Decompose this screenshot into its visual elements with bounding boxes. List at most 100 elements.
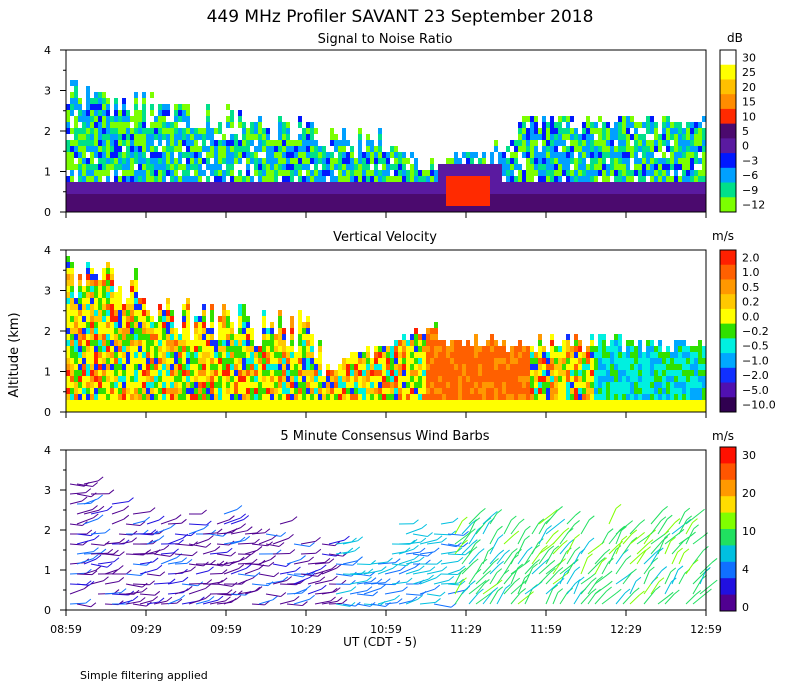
field-cell bbox=[118, 152, 122, 158]
field-cell bbox=[470, 382, 474, 388]
field-cell bbox=[114, 376, 118, 382]
field-cell bbox=[186, 304, 190, 310]
field-cell bbox=[590, 376, 594, 382]
field-cell bbox=[598, 382, 602, 388]
field-cell bbox=[134, 358, 138, 364]
field-cell bbox=[370, 376, 374, 382]
field-cell bbox=[698, 194, 702, 200]
field-cell bbox=[586, 406, 590, 412]
field-cell bbox=[226, 358, 230, 364]
field-cell bbox=[86, 376, 90, 382]
field-cell bbox=[466, 158, 470, 164]
field-cell bbox=[410, 382, 414, 388]
field-cell bbox=[66, 182, 70, 188]
field-cell bbox=[338, 406, 342, 412]
field-cell bbox=[222, 200, 226, 206]
field-cell bbox=[670, 140, 674, 146]
field-cell bbox=[502, 164, 506, 170]
field-cell bbox=[478, 364, 482, 370]
field-cell bbox=[130, 340, 134, 346]
field-cell bbox=[198, 394, 202, 400]
field-cell bbox=[530, 206, 534, 212]
field-cell bbox=[154, 188, 158, 194]
field-cell bbox=[74, 376, 78, 382]
field-cell bbox=[682, 194, 686, 200]
field-cell bbox=[306, 358, 310, 364]
field-cell bbox=[106, 122, 110, 128]
field-cell bbox=[406, 394, 410, 400]
field-cell bbox=[294, 164, 298, 170]
field-cell bbox=[234, 334, 238, 340]
field-cell bbox=[610, 394, 614, 400]
field-cell bbox=[230, 322, 234, 328]
field-cell bbox=[90, 304, 94, 310]
field-cell bbox=[286, 152, 290, 158]
field-cell bbox=[370, 170, 374, 176]
field-cell bbox=[222, 146, 226, 152]
field-cell bbox=[598, 206, 602, 212]
field-cell bbox=[242, 164, 246, 170]
field-cell bbox=[598, 134, 602, 140]
field-cell bbox=[102, 104, 106, 110]
field-cell bbox=[118, 140, 122, 146]
field-cell bbox=[666, 194, 670, 200]
field-cell bbox=[70, 394, 74, 400]
field-cell bbox=[322, 388, 326, 394]
field-cell bbox=[82, 388, 86, 394]
field-cell bbox=[646, 200, 650, 206]
field-cell bbox=[598, 394, 602, 400]
field-cell bbox=[590, 358, 594, 364]
field-cell bbox=[266, 346, 270, 352]
field-cell bbox=[658, 376, 662, 382]
field-cell bbox=[534, 146, 538, 152]
field-cell bbox=[402, 352, 406, 358]
field-cell bbox=[194, 128, 198, 134]
field-cell bbox=[674, 152, 678, 158]
field-cell bbox=[546, 200, 550, 206]
field-cell bbox=[94, 176, 98, 182]
field-cell bbox=[378, 146, 382, 152]
field-cell bbox=[274, 340, 278, 346]
field-cell bbox=[498, 200, 502, 206]
field-cell bbox=[242, 170, 246, 176]
field-cell bbox=[330, 164, 334, 170]
field-cell bbox=[490, 376, 494, 382]
field-cell bbox=[458, 358, 462, 364]
colorbar-swatch bbox=[720, 397, 736, 413]
field-cell bbox=[430, 158, 434, 164]
field-cell bbox=[186, 206, 190, 212]
field-cell bbox=[694, 188, 698, 194]
wind-barb bbox=[223, 536, 246, 545]
field-cell bbox=[562, 116, 566, 122]
wind-barb bbox=[237, 571, 261, 577]
field-cell bbox=[526, 370, 530, 376]
field-cell bbox=[650, 116, 654, 122]
field-cell bbox=[226, 140, 230, 146]
field-cell bbox=[530, 116, 534, 122]
field-cell bbox=[198, 200, 202, 206]
field-cell bbox=[134, 116, 138, 122]
field-cell bbox=[550, 170, 554, 176]
field-cell bbox=[562, 182, 566, 188]
field-cell bbox=[134, 104, 138, 110]
wind-barb bbox=[447, 565, 466, 575]
field-cell bbox=[522, 128, 526, 134]
field-cell bbox=[610, 158, 614, 164]
field-cell bbox=[94, 328, 98, 334]
field-cell bbox=[406, 170, 410, 176]
field-cell bbox=[162, 364, 166, 370]
field-cell bbox=[118, 194, 122, 200]
field-cell bbox=[354, 170, 358, 176]
field-cell bbox=[494, 152, 498, 158]
field-cell bbox=[210, 158, 214, 164]
field-cell bbox=[510, 194, 514, 200]
field-cell bbox=[502, 346, 506, 352]
field-cell bbox=[166, 116, 170, 122]
field-cell bbox=[694, 394, 698, 400]
velocity-panel-title: Vertical Velocity bbox=[333, 230, 437, 245]
field-cell bbox=[414, 376, 418, 382]
field-cell bbox=[506, 358, 510, 364]
field-cell bbox=[306, 164, 310, 170]
field-cell bbox=[610, 346, 614, 352]
field-cell bbox=[350, 358, 354, 364]
